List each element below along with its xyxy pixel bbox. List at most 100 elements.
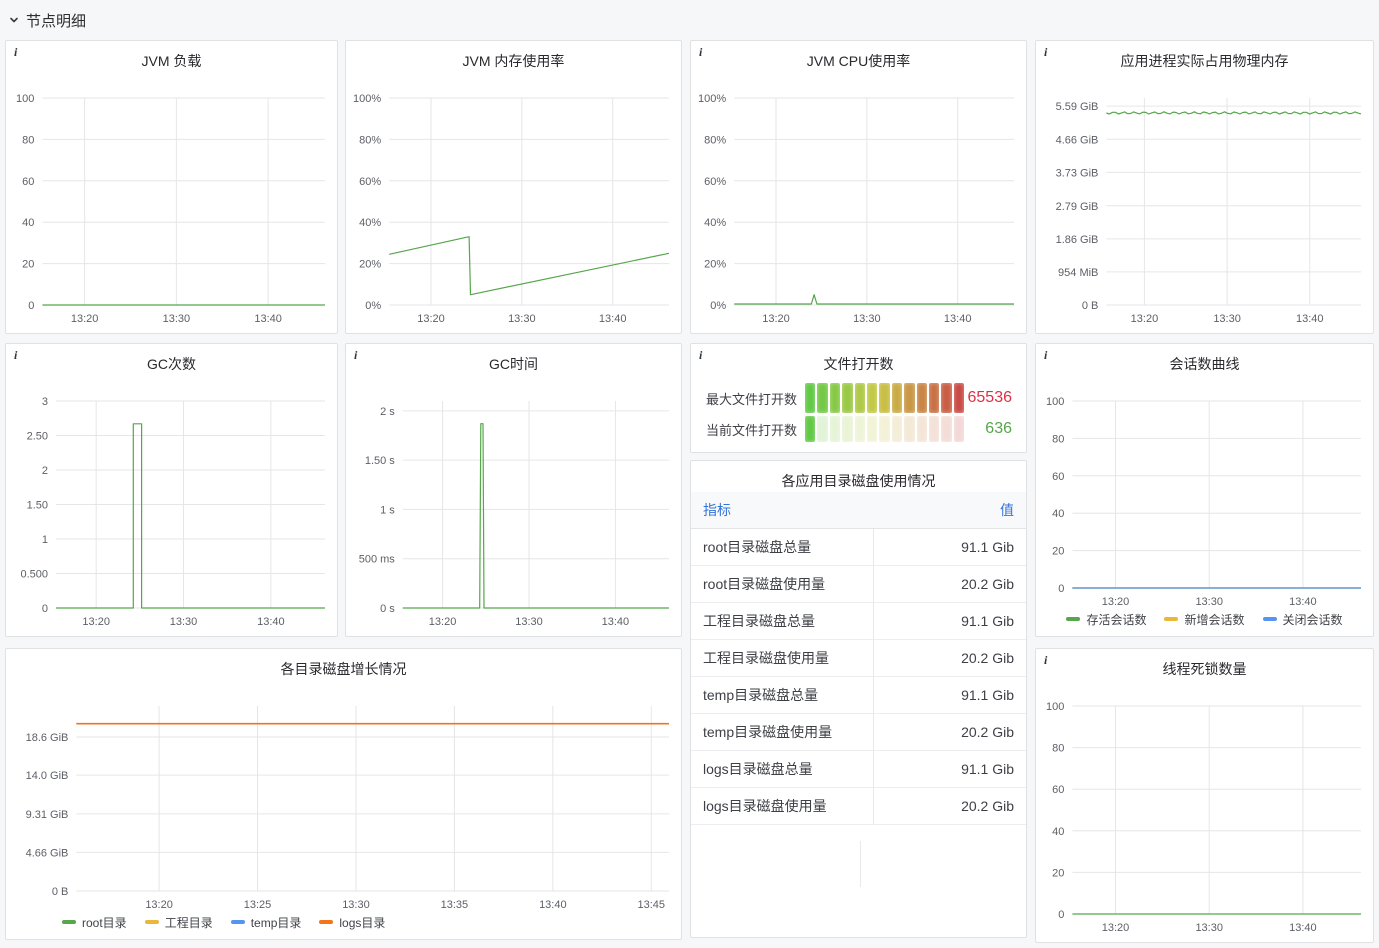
svg-text:13:20: 13:20 bbox=[429, 616, 457, 628]
panel-title[interactable]: 各应用目录磁盘使用情况 bbox=[781, 473, 936, 489]
svg-text:13:40: 13:40 bbox=[1289, 596, 1317, 608]
svg-text:13:40: 13:40 bbox=[944, 313, 972, 325]
gauge-cell bbox=[928, 416, 940, 442]
jvm-memory-chart[interactable]: 100% 80% 60% 40% 20% 0% 13:20 13:30 13:40 bbox=[346, 41, 681, 333]
gauge-cell bbox=[928, 383, 940, 413]
table-row: 工程目录磁盘总量 91.1 Gib bbox=[691, 602, 1026, 640]
svg-text:1 s: 1 s bbox=[380, 504, 395, 516]
gauge-cell bbox=[916, 416, 927, 442]
svg-text:40%: 40% bbox=[359, 217, 381, 229]
table-column-header[interactable]: 指标 bbox=[691, 492, 874, 529]
gauge-cell bbox=[829, 416, 841, 442]
info-icon[interactable]: i bbox=[699, 348, 703, 362]
svg-text:13:40: 13:40 bbox=[254, 313, 282, 325]
svg-text:80: 80 bbox=[22, 134, 34, 146]
gc-count-chart[interactable]: 3 2.50 2 1.50 1 0.500 0 13:20 13:30 13:40 bbox=[6, 344, 337, 636]
panel-title[interactable]: GC时间 bbox=[489, 356, 538, 372]
table-row: temp目录磁盘使用量 20.2 Gib bbox=[691, 713, 1026, 751]
panel-jvm-load: i JVM 负载 100 80 60 40 20 0 13:20 13:30 13:40 bbox=[5, 40, 338, 334]
legend-item[interactable]: 关闭会话数 bbox=[1262, 611, 1343, 628]
legend-item[interactable]: logs目录 bbox=[319, 914, 385, 931]
svg-text:13:40: 13:40 bbox=[539, 899, 567, 911]
svg-text:60: 60 bbox=[22, 176, 34, 188]
svg-text:100%: 100% bbox=[698, 93, 726, 105]
table-row: 工程目录磁盘使用量 20.2 Gib bbox=[691, 639, 1026, 677]
legend-item[interactable]: 新增会话数 bbox=[1164, 611, 1245, 628]
panel-title[interactable]: 线程死锁数量 bbox=[1162, 661, 1247, 677]
legend-item[interactable]: 工程目录 bbox=[144, 914, 213, 931]
panel-title[interactable]: JVM 负载 bbox=[141, 53, 202, 69]
panel-title[interactable]: 应用进程实际占用物理内存 bbox=[1120, 53, 1289, 69]
legend-label: 新增会话数 bbox=[1184, 612, 1245, 627]
svg-text:1.86 GiB: 1.86 GiB bbox=[1056, 234, 1099, 246]
gauge-cell bbox=[866, 383, 878, 413]
svg-text:13:25: 13:25 bbox=[244, 899, 272, 911]
svg-text:13:40: 13:40 bbox=[599, 313, 627, 325]
disk-growth-chart[interactable]: 18.6 GiB 14.0 GiB 9.31 GiB 4.66 GiB 0 B 13:20… bbox=[6, 649, 681, 939]
legend-item[interactable]: root目录 bbox=[62, 914, 127, 931]
value-cell: 91.1 Gib bbox=[873, 750, 1026, 788]
info-icon[interactable]: i bbox=[699, 45, 703, 59]
svg-text:5.59 GiB: 5.59 GiB bbox=[1056, 101, 1099, 113]
deadlocks-chart[interactable]: 100 80 60 40 20 0 13:20 13:30 13:40 bbox=[1036, 649, 1373, 942]
gc-time-chart[interactable]: 2 s 1.50 s 1 s 500 ms 0 s 13:20 13:30 13:40 bbox=[346, 344, 681, 636]
legend-item[interactable]: 存活会话数 bbox=[1066, 611, 1146, 628]
panel-title[interactable]: 文件打开数 bbox=[823, 356, 894, 372]
legend-label: 关闭会话数 bbox=[1282, 612, 1343, 627]
svg-text:13:20: 13:20 bbox=[762, 313, 790, 325]
legend-swatch-icon bbox=[1066, 617, 1081, 621]
gauge-cell bbox=[916, 383, 927, 413]
svg-text:13:30: 13:30 bbox=[1213, 313, 1241, 325]
info-icon[interactable]: i bbox=[14, 348, 18, 362]
svg-text:40: 40 bbox=[1052, 508, 1064, 520]
panel-title[interactable]: JVM CPU使用率 bbox=[806, 53, 911, 69]
jvm-cpu-chart[interactable]: 100% 80% 60% 40% 20% 0% 13:20 13:30 13:40 bbox=[691, 41, 1026, 333]
panel-title[interactable]: GC次数 bbox=[147, 356, 196, 372]
metric-cell: 工程目录磁盘使用量 bbox=[691, 639, 874, 677]
panel-title[interactable]: JVM 内存使用率 bbox=[462, 53, 565, 69]
table-column-header[interactable]: 值 bbox=[873, 492, 1026, 529]
value-cell: 20.2 Gib bbox=[873, 639, 1026, 677]
gauge-cell bbox=[805, 383, 816, 413]
svg-text:13:20: 13:20 bbox=[1131, 313, 1159, 325]
svg-text:60: 60 bbox=[1052, 784, 1064, 796]
svg-text:60%: 60% bbox=[359, 176, 381, 188]
svg-text:0: 0 bbox=[28, 300, 34, 312]
panel-deadlocks: i 线程死锁数量 100 80 60 40 20 0 13:20 13:30 13:40 bbox=[1035, 648, 1374, 943]
value-cell: 20.2 Gib bbox=[873, 713, 1026, 751]
panel-title[interactable]: 各目录磁盘增长情况 bbox=[280, 661, 407, 677]
info-icon[interactable]: i bbox=[1044, 348, 1048, 362]
value-cell: 91.1 Gib bbox=[873, 676, 1026, 714]
physical-memory-chart[interactable]: 5.59 GiB 4.66 GiB 3.73 GiB 2.79 GiB 1.86 GiB… bbox=[1036, 41, 1373, 333]
svg-text:13:20: 13:20 bbox=[1102, 922, 1130, 934]
gauge-cell bbox=[941, 416, 952, 442]
info-icon[interactable]: i bbox=[14, 45, 18, 59]
sessions-legend: 存活会话数 新增会话数 关闭会话数 bbox=[1036, 609, 1373, 629]
value-cell: 20.2 Gib bbox=[873, 565, 1026, 603]
svg-text:13:35: 13:35 bbox=[441, 899, 469, 911]
file-open-gauges: 最大文件打开数 65536 当前文件打开数 636 bbox=[701, 380, 1012, 442]
svg-text:0: 0 bbox=[1058, 909, 1064, 921]
legend-label: temp目录 bbox=[250, 915, 302, 930]
svg-text:2: 2 bbox=[42, 465, 48, 477]
legend-swatch-icon bbox=[230, 920, 245, 924]
info-icon[interactable]: i bbox=[354, 348, 358, 362]
svg-text:0: 0 bbox=[1058, 583, 1064, 595]
panel-jvm-memory: JVM 内存使用率 100% 80% 60% 40% 20% 0% 13:20 13:30 13… bbox=[345, 40, 682, 334]
gauge-cell bbox=[891, 416, 903, 442]
svg-text:100: 100 bbox=[1046, 396, 1064, 408]
legend-label: 存活会话数 bbox=[1086, 612, 1147, 627]
legend-swatch-icon bbox=[1262, 617, 1277, 621]
info-icon[interactable]: i bbox=[1044, 653, 1048, 667]
info-icon[interactable]: i bbox=[1044, 45, 1048, 59]
gauge-row: 最大文件打开数 65536 bbox=[701, 383, 1012, 413]
sessions-chart[interactable]: 100 80 60 40 20 0 13:20 13:30 13:40 bbox=[1036, 344, 1373, 636]
panel-title[interactable]: 会话数曲线 bbox=[1169, 356, 1240, 372]
row-title: 节点明细 bbox=[26, 12, 87, 30]
jvm-load-chart[interactable]: 100 80 60 40 20 0 13:20 13:30 13:40 bbox=[6, 41, 337, 333]
row-header[interactable]: 节点明细 bbox=[7, 9, 86, 31]
legend-item[interactable]: temp目录 bbox=[230, 914, 302, 931]
svg-text:0.500: 0.500 bbox=[20, 569, 48, 581]
gauge-cell bbox=[879, 416, 890, 442]
